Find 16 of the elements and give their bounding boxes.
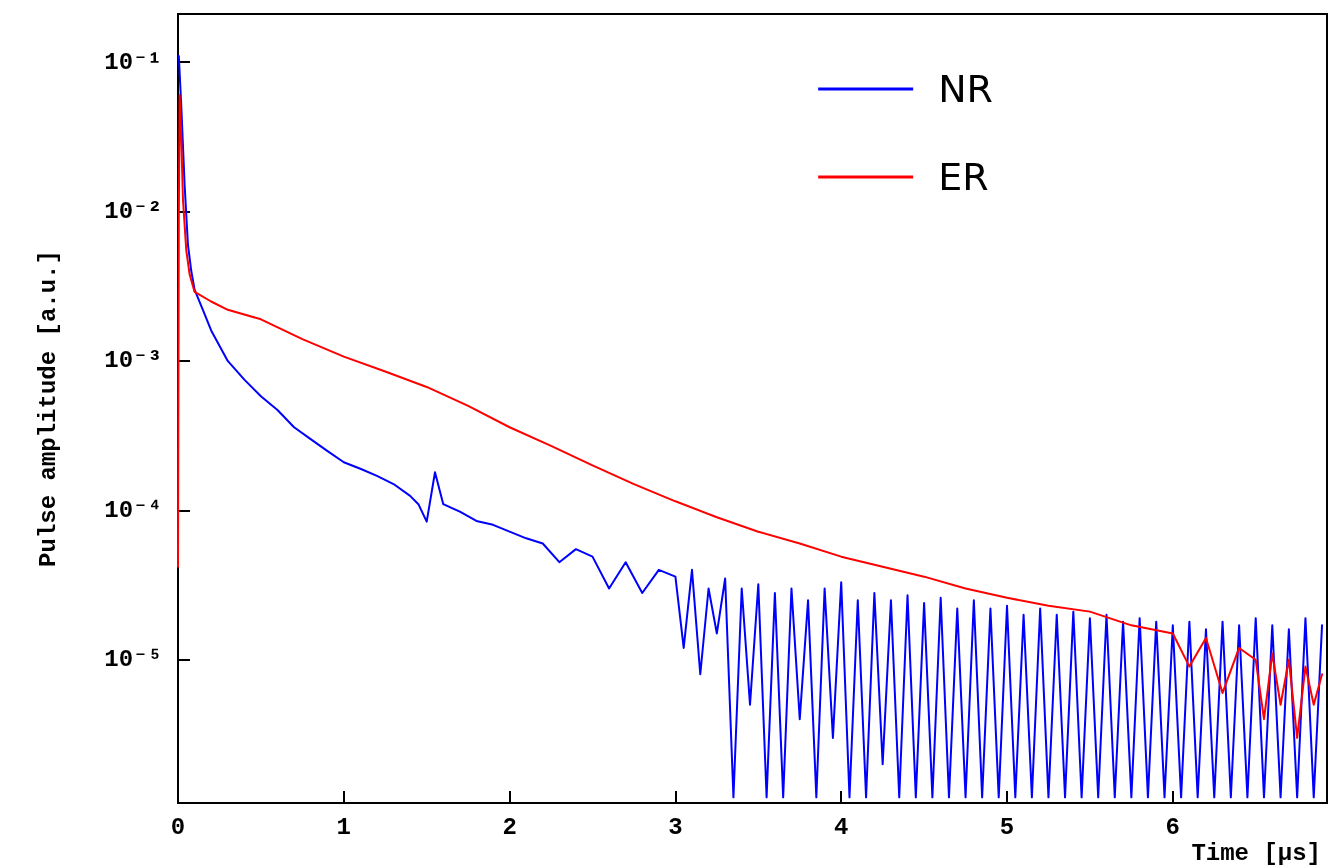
x-tick-label: 0: [170, 813, 186, 841]
x-tick-label: 1: [336, 813, 351, 841]
y-tick-label: 10⁻²: [104, 198, 162, 226]
x-tick-label: 3: [668, 813, 683, 841]
y-tick-label: 10⁻⁵: [104, 646, 162, 674]
x-axis-title: Time [μs]: [1191, 839, 1321, 867]
x-tick-label: 4: [834, 813, 849, 841]
x-tick-label: 6: [1165, 813, 1181, 841]
y-axis-title: Pulse amplitude [a.u.]: [34, 250, 62, 567]
y-tick-label: 10⁻³: [104, 347, 162, 375]
x-tick-label: 5: [999, 813, 1015, 841]
x-tick-label: 2: [502, 813, 517, 841]
legend-label: NR: [938, 67, 994, 111]
y-tick-label: 10⁻¹: [104, 48, 162, 76]
y-tick-label: 10⁻⁴: [104, 496, 162, 524]
legend-label: ER: [938, 155, 989, 199]
